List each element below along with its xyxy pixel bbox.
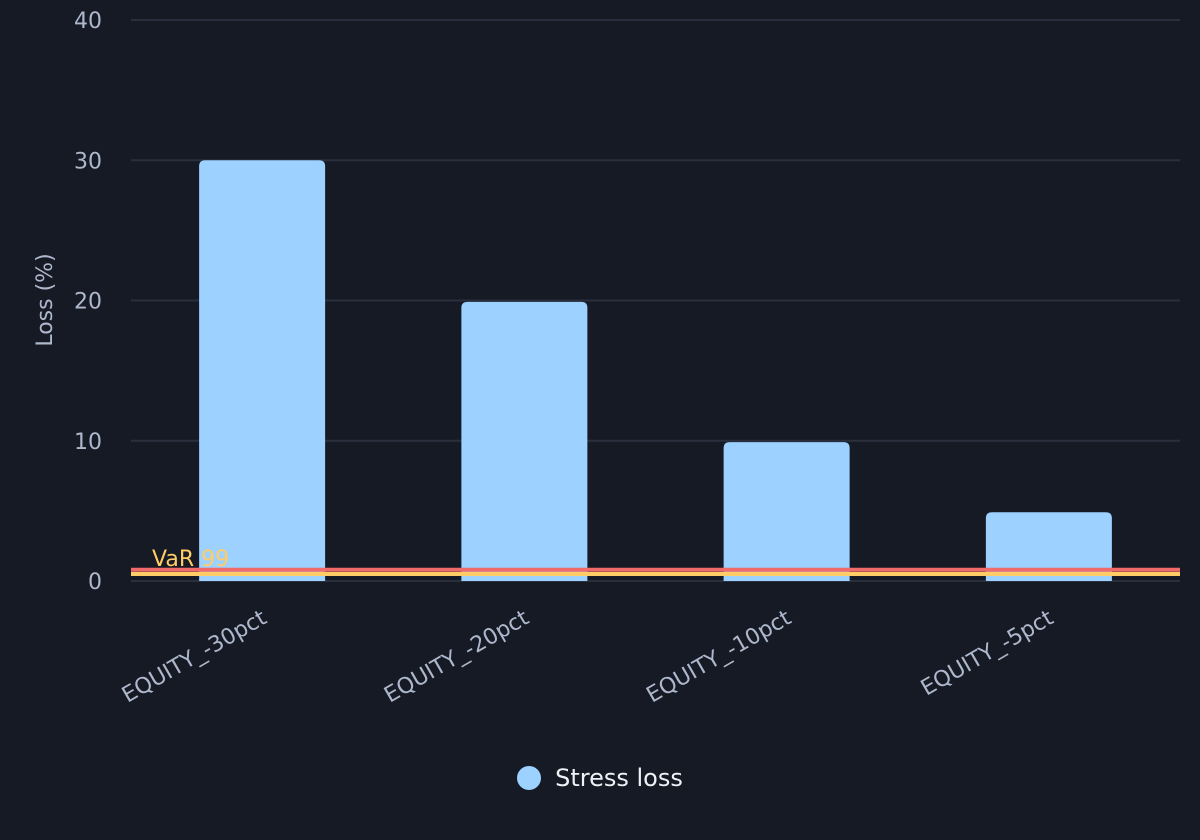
x-tick-label: EQUITY_-20pct	[380, 605, 533, 708]
legend-label-stress-loss[interactable]: Stress loss	[555, 764, 683, 792]
y-axis-title: Loss (%)	[33, 253, 58, 346]
y-axis-ticks: 0 10 20 30 40	[74, 9, 102, 595]
bar-equity_-20pct[interactable]	[461, 301, 588, 581]
bar-equity_-30pct[interactable]	[199, 160, 326, 581]
bars	[199, 160, 1112, 581]
legend: Stress loss	[0, 764, 1200, 792]
y-tick-label: 10	[74, 430, 102, 455]
reference-line-label: VaR 99	[152, 547, 229, 572]
y-tick-label: 30	[74, 149, 102, 174]
y-tick-label: 0	[88, 570, 102, 595]
x-tick-label: EQUITY_-5pct	[917, 605, 1058, 701]
bar-equity_-10pct[interactable]	[723, 442, 850, 581]
bar-equity_-5pct[interactable]	[985, 512, 1112, 581]
x-axis-labels: EQUITY_-30pct EQUITY_-20pct EQUITY_-10pct E…	[118, 605, 1058, 708]
x-tick-label: EQUITY_-30pct	[118, 605, 271, 708]
reference-lines: VaR 99	[131, 547, 1180, 576]
y-tick-label: 40	[74, 9, 102, 34]
legend-marker-stress-loss[interactable]	[517, 766, 542, 790]
x-tick-label: EQUITY_-10pct	[643, 605, 796, 708]
y-tick-label: 20	[74, 290, 102, 315]
